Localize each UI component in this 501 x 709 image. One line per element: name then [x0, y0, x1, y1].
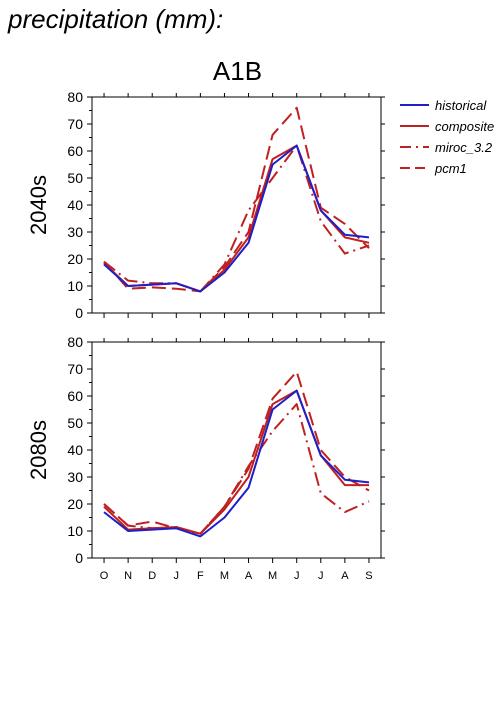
y-tick-label: 80	[67, 334, 83, 350]
y-tick-label: 30	[67, 469, 83, 485]
y-tick-label: 20	[67, 496, 83, 512]
panel-label: 2040s	[26, 175, 51, 235]
y-tick-label: 40	[67, 197, 83, 213]
y-tick-label: 70	[67, 361, 83, 377]
x-tick-label: M	[220, 570, 229, 582]
series-line-miroc_3.2	[103, 144, 370, 293]
x-tick-label: A	[245, 570, 253, 582]
legend-label: composite	[435, 119, 494, 134]
legend-label: pcm1	[434, 161, 467, 176]
legend-label: miroc_3.2	[435, 140, 493, 155]
y-tick-label: 0	[75, 550, 83, 566]
series-line-composite	[103, 389, 369, 535]
scenario-title: A1B	[212, 56, 263, 86]
legend-item-miroc_3.2: miroc_3.2	[400, 140, 493, 155]
page-title: precipitation (mm):	[8, 4, 224, 34]
x-tick-label: O	[100, 570, 109, 582]
x-tick-label: J	[318, 570, 324, 582]
legend: historical composite miroc_3.2 pcm1	[400, 98, 494, 176]
y-tick-label: 60	[67, 388, 83, 404]
x-tick-label: F	[197, 570, 204, 582]
series-line-historical	[103, 144, 370, 293]
panel-label: 2080s	[26, 420, 51, 480]
series-line-pcm1	[103, 106, 370, 293]
y-tick-label: 10	[67, 523, 83, 539]
x-tick-label: M	[268, 570, 277, 582]
y-tick-label: 20	[67, 251, 83, 267]
legend-item-historical: historical	[400, 98, 487, 113]
y-tick-label: 30	[67, 224, 83, 240]
panel-2080s: 0 10 20 30 40 50 60 70 80 O N D J F M A M J J A S 2080s	[26, 334, 385, 582]
y-tick-label: 40	[67, 442, 83, 458]
legend-item-composite: composite	[400, 119, 494, 134]
y-tick-label: 80	[67, 89, 83, 105]
series-line-historical	[103, 389, 370, 538]
series-line-miroc_3.2	[103, 403, 370, 535]
x-tick-label: J	[174, 570, 180, 582]
panel-2040s: 0 10 20 30 40 50 60 70 80 2040s	[26, 89, 385, 321]
y-tick-label: 60	[67, 143, 83, 159]
y-tick-label: 50	[67, 170, 83, 186]
x-tick-label: S	[365, 570, 372, 582]
y-tick-label: 50	[67, 415, 83, 431]
x-tick-label: J	[294, 570, 300, 582]
legend-item-pcm1: pcm1	[400, 161, 467, 176]
x-tick-label: N	[124, 570, 132, 582]
x-tick-label: D	[148, 570, 156, 582]
legend-label: historical	[435, 98, 487, 113]
y-tick-label: 0	[75, 305, 83, 321]
y-tick-label: 70	[67, 116, 83, 132]
series-line-pcm1	[103, 370, 370, 535]
x-tick-label: A	[341, 570, 349, 582]
y-tick-label: 10	[67, 278, 83, 294]
